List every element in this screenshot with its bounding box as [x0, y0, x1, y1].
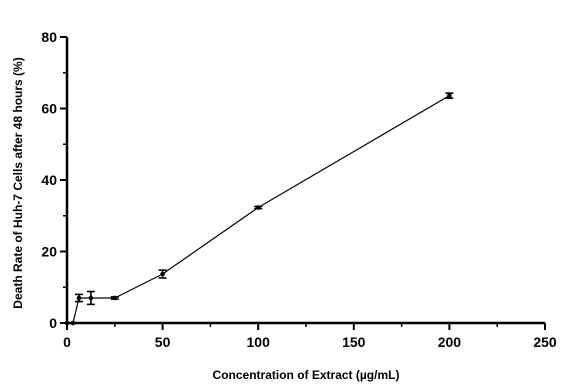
data-point	[255, 205, 261, 210]
data-point	[447, 93, 452, 98]
data-point	[70, 320, 76, 326]
x-tick-label: 250	[533, 334, 557, 350]
x-tick-label: 150	[342, 334, 366, 350]
data-point	[76, 295, 82, 301]
x-tick-label: 200	[438, 334, 462, 350]
x-axis-title: Concentration of Extract (µg/mL)	[213, 368, 400, 382]
x-tick-label: 0	[63, 334, 71, 350]
data-point	[64, 320, 70, 326]
y-tick-label: 60	[41, 101, 57, 117]
y-tick-label: 80	[41, 29, 57, 45]
data-point	[88, 295, 94, 301]
data-point	[160, 271, 165, 277]
data-point	[112, 295, 118, 301]
y-axis-title: Death Rate of Huh-7 Cells after 48 hours…	[11, 57, 25, 308]
y-tick-label: 20	[41, 244, 57, 260]
axes: 0 20 40 60 80 0 50 100 150 200 250	[41, 29, 556, 350]
series-line	[67, 95, 450, 324]
y-tick-label: 0	[49, 315, 57, 331]
y-tick-label: 40	[41, 172, 57, 188]
x-tick-label: 50	[155, 334, 171, 350]
x-tick-label: 100	[247, 334, 271, 350]
series-layer	[64, 92, 454, 326]
